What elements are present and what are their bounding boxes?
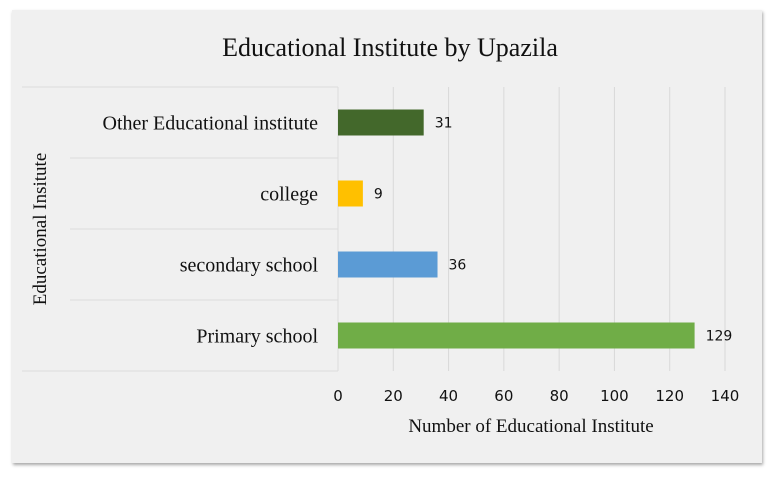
category-axis: Primary school secondary school college Oth… — [103, 113, 319, 348]
grid — [22, 86, 726, 372]
x-axis: 0 20 40 60 80 100 120 140 — [333, 387, 739, 405]
bar — [338, 180, 363, 207]
bar — [338, 251, 438, 278]
chart-title: Educational Institute by Upazila — [222, 33, 558, 62]
x-tick-label: 20 — [384, 387, 403, 405]
data-label: 9 — [374, 187, 383, 203]
data-label: 31 — [435, 116, 453, 132]
x-tick-label: 120 — [655, 387, 684, 405]
category-label: secondary school — [180, 255, 319, 277]
bar — [338, 109, 424, 136]
category-label: Other Educational institute — [103, 113, 319, 135]
x-tick-label: 0 — [333, 387, 343, 405]
x-tick-label: 60 — [494, 387, 513, 405]
bar — [338, 322, 695, 349]
x-tick-label: 100 — [600, 387, 629, 405]
chart-card — [12, 10, 762, 463]
data-label: 36 — [449, 258, 467, 274]
category-label: Primary school — [196, 326, 318, 348]
category-label: college — [260, 184, 318, 206]
x-tick-label: 140 — [711, 387, 740, 405]
x-tick-label: 80 — [550, 387, 569, 405]
x-axis-label: Number of Educational Institute — [408, 416, 653, 437]
y-axis-label: Educational Insitute — [30, 153, 51, 305]
data-label: 129 — [706, 329, 733, 345]
bars: 129 36 9 31 — [338, 109, 733, 349]
x-tick-label: 40 — [439, 387, 458, 405]
